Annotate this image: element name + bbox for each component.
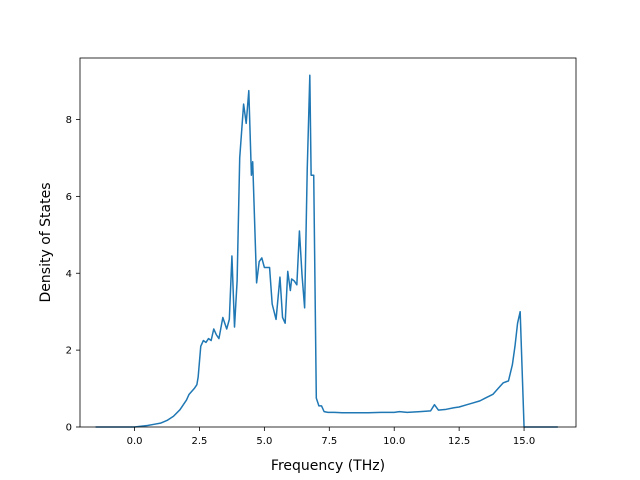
x-tick-label: 2.5 [192,436,208,447]
x-axis-label: Frequency (THz) [271,458,385,474]
y-tick-label: 0 [66,423,72,434]
x-tick-label: 15.0 [513,436,535,447]
x-tick-label: 7.5 [321,436,337,447]
y-tick-label: 6 [66,192,72,203]
x-tick-label: 0.0 [127,436,143,447]
dos-series-line-0 [95,74,558,428]
y-tick-label: 4 [66,269,72,280]
y-tick-label: 8 [66,115,72,126]
x-tick-label: 12.5 [448,436,470,447]
plot-area [95,74,558,428]
y-axis-ticks: 0 2 4 6 8 [66,115,80,434]
x-tick-label: 5.0 [256,436,272,447]
y-axis-label: Density of States [38,183,54,303]
x-tick-label: 10.0 [383,436,405,447]
axes-frame [79,57,577,428]
x-axis-ticks: 0.0 2.5 5.0 7.5 10.0 12.5 15.0 [127,427,535,447]
y-tick-label: 2 [66,346,72,357]
